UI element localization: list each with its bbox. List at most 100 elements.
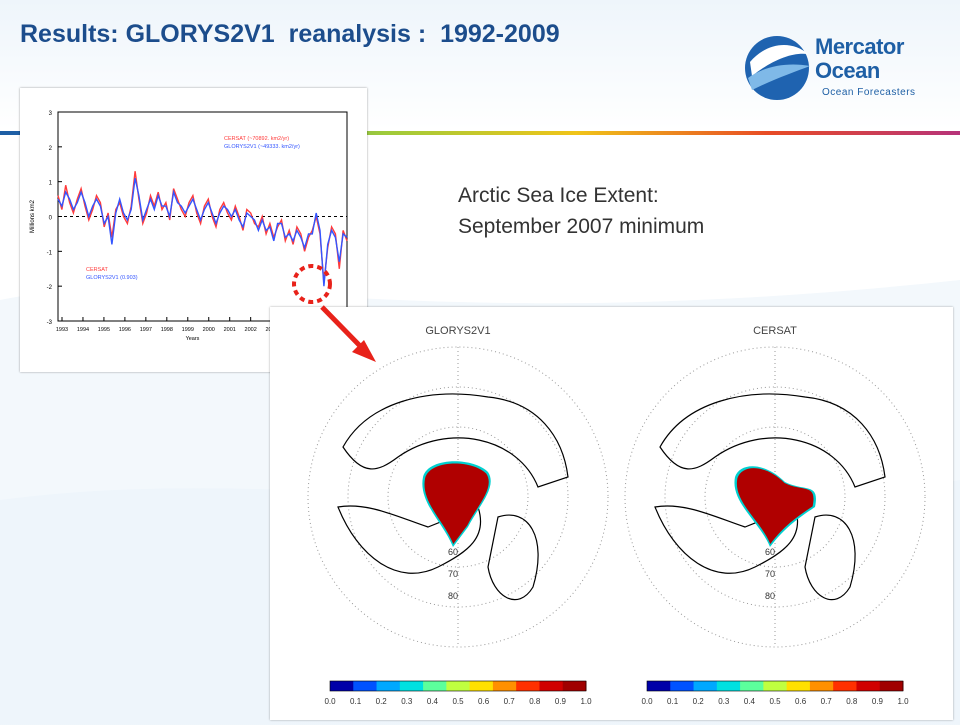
colorbar-tick-label: 0.7: [504, 697, 516, 706]
landmass-north-america: [337, 505, 482, 574]
colorbar-tick-label: 1.0: [580, 697, 592, 706]
divider-rule: [0, 131, 960, 135]
logo-globe-icon: [745, 36, 810, 100]
timeseries-chart: -3 -2 -1 0 1 2 3 1993 1994 1995 1996 1997 1998 1999 20…: [30, 111, 348, 342]
legend-top-cersat: CERSAT (~70892. km2/yr): [224, 136, 289, 142]
mercator-ocean-logo: Mercator Ocean Ocean Forecasters: [742, 28, 942, 108]
colorbar-swatch: [879, 681, 904, 691]
colorbar-swatch: [716, 681, 741, 691]
colorbar-tick-label: 0.8: [529, 697, 541, 706]
landmass-eurasia: [659, 393, 886, 488]
y-tick-label: -3: [47, 320, 53, 326]
colorbar-swatch: [670, 681, 695, 691]
legend-bottom-cersat: CERSAT: [86, 267, 109, 273]
caption: Arctic Sea Ice Extent: September 2007 mi…: [458, 180, 704, 242]
colorbar-tick-label: 0.2: [693, 697, 705, 706]
latitude-label: 60: [765, 547, 775, 557]
series-line-glorys2v1: [57, 178, 348, 287]
colorbar-tick-label: 0.4: [427, 697, 439, 706]
x-tick-label: 1996: [119, 327, 131, 333]
x-tick-label: 2001: [224, 327, 236, 333]
latitude-circle: [704, 426, 846, 568]
latitude-label: 80: [765, 591, 775, 601]
maps-panel: GLORYS2V1 60 70 80 0.0 0.1 0.2 0.3 0.4 0.5 0.6 0.7 0…: [270, 307, 953, 720]
colorbar-tick-label: 0.7: [821, 697, 833, 706]
colorbar-tick-label: 0.3: [401, 697, 413, 706]
y-tick-label: 2: [49, 146, 53, 152]
colorbar-tick-label: 0.5: [452, 697, 464, 706]
y-tick-label: -1: [47, 250, 53, 256]
x-tick-label: 2000: [203, 327, 215, 333]
map-title: GLORYS2V1: [425, 325, 490, 337]
colorbar-swatch: [647, 681, 671, 691]
x-tick-label: 2002: [245, 327, 257, 333]
colorbar-swatch: [809, 681, 834, 691]
latitude-label: 80: [448, 591, 458, 601]
landmass-north-america: [654, 505, 799, 574]
colorbar-tick-label: 0.9: [872, 697, 884, 706]
slide-title: Results: GLORYS2V1 reanalysis : 1992-200…: [20, 20, 560, 48]
caption-line2: September 2007 minimum: [458, 215, 705, 238]
x-tick-label: 1998: [161, 327, 173, 333]
colorbar-swatch: [786, 681, 811, 691]
colorbar-tick-label: 0.3: [718, 697, 730, 706]
colorbar-tick-label: 0.1: [667, 697, 679, 706]
arrow-head: [352, 340, 376, 362]
map-panel-cersat: CERSAT 60 70 80 0.0 0.1 0.2 0.3 0.4 0.5 0.6 0.7 0.8 0…: [624, 325, 926, 706]
sea-ice-maps: GLORYS2V1 60 70 80 0.0 0.1 0.2 0.3 0.4 0.5 0.6 0.7 0…: [307, 325, 926, 706]
colorbar-swatch: [856, 681, 881, 691]
colorbar-swatch: [399, 681, 424, 691]
landmass-greenland: [487, 514, 539, 600]
colorbar-tick-label: 0.0: [324, 697, 336, 706]
legend-bottom-glorys: GLORYS2V1 (0.903): [86, 275, 138, 281]
legend-top-glorys: GLORYS2V1 (~49333. km2/yr): [224, 144, 300, 150]
arrow-shaft: [320, 305, 366, 352]
colorbar-frame: [646, 680, 904, 692]
colorbar-tick-label: 0.1: [350, 697, 362, 706]
latitude-circle: [624, 346, 926, 648]
y-axis-label: Millions km2: [30, 199, 36, 233]
map-title: CERSAT: [753, 325, 797, 337]
logo-tagline: Ocean Forecasters: [822, 87, 916, 98]
landmass-eurasia: [342, 393, 569, 488]
colorbar-tick-label: 0.9: [555, 697, 567, 706]
colorbar-swatch: [562, 681, 587, 691]
latitude-circle: [307, 346, 609, 648]
colorbar-tick-label: 1.0: [897, 697, 909, 706]
sea-ice-concentration: [424, 463, 489, 544]
timeseries-axes: [57, 111, 348, 322]
colorbar-swatch: [740, 681, 764, 691]
x-tick-label: 1994: [77, 327, 89, 333]
y-tick-label: -2: [47, 285, 53, 291]
landmass-greenland: [804, 514, 856, 600]
latitude-circle: [387, 426, 529, 568]
colorbar-tick-label: 0.4: [744, 697, 756, 706]
map-panel-glorys2v1: GLORYS2V1 60 70 80 0.0 0.1 0.2 0.3 0.4 0.5 0.6 0.7 0…: [307, 325, 609, 706]
x-tick-label: 1997: [140, 327, 152, 333]
colorbar-swatch: [469, 681, 494, 691]
timeseries-series: [57, 171, 348, 287]
colorbar-tick-label: 0.2: [376, 697, 388, 706]
logo-text-line1: Mercator: [815, 34, 904, 59]
x-tick-label: 1995: [98, 327, 110, 333]
caption-line1: Arctic Sea Ice Extent:: [458, 184, 659, 207]
x-tick-label: 1993: [56, 327, 68, 333]
colorbar-swatch: [376, 681, 401, 691]
y-tick-label: 0: [49, 216, 53, 222]
logo-text-line2: Ocean: [815, 58, 880, 83]
y-tick-label: 3: [49, 111, 53, 117]
colorbar-swatch: [693, 681, 718, 691]
y-tick-label: 1: [49, 181, 53, 187]
latitude-label: 70: [765, 569, 775, 579]
colorbar-frame: [329, 680, 587, 692]
sea-ice-concentration: [736, 468, 814, 544]
latitude-label: 60: [448, 547, 458, 557]
colorbar-tick-label: 0.8: [846, 697, 858, 706]
colorbar-tick-label: 0.6: [478, 697, 490, 706]
latitude-label: 70: [448, 569, 458, 579]
x-tick-label: 1999: [182, 327, 194, 333]
colorbar-swatch: [516, 681, 540, 691]
colorbar-tick-label: 0.6: [795, 697, 807, 706]
colorbar-swatch: [539, 681, 564, 691]
